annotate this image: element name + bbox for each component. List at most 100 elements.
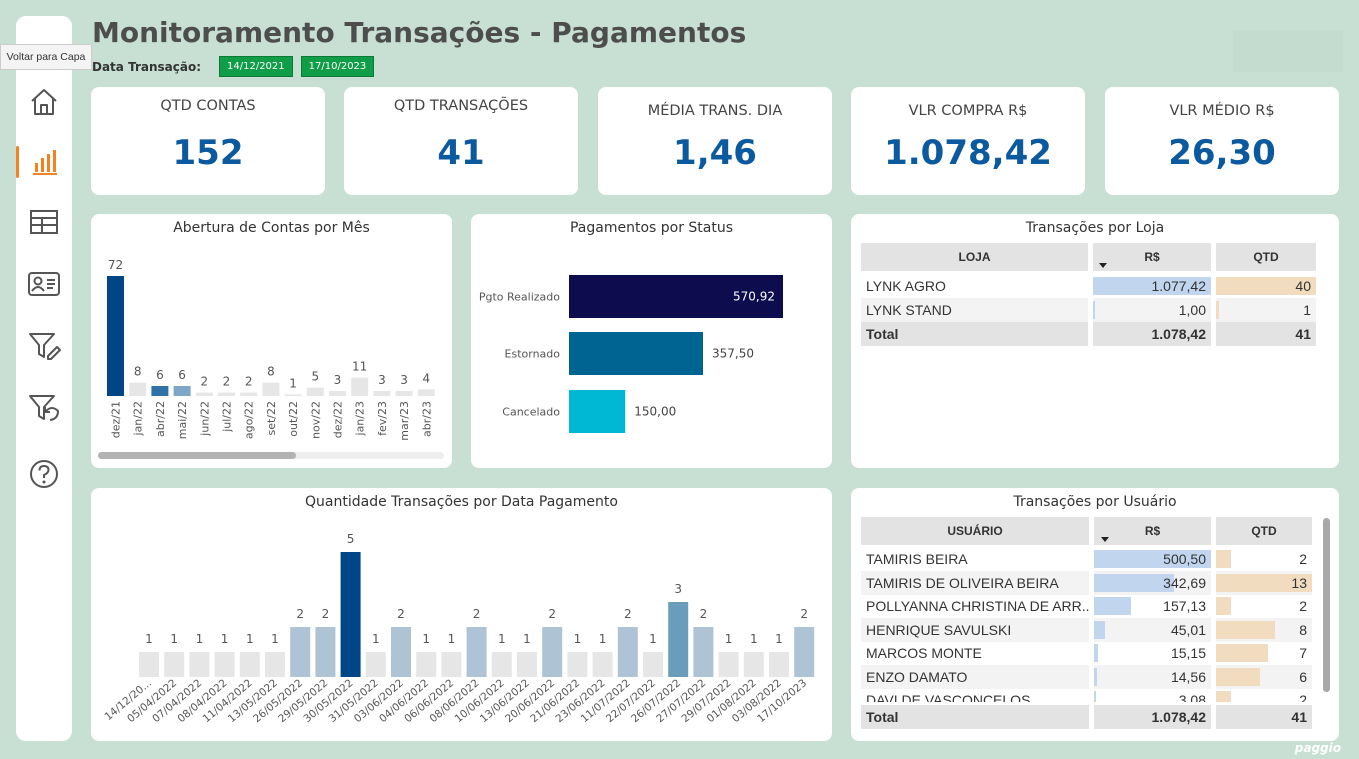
- tooltip: Voltar para Capa: [0, 44, 92, 70]
- chart-transacoes-data[interactable]: 114/12/20...105/04/2022107/04/2022108/04…: [91, 488, 832, 741]
- brand-logo: paggio: [1294, 741, 1341, 755]
- table-row[interactable]: POLLYANNA CHRISTINA DE ARR... 157,13 2: [861, 594, 1321, 618]
- table-row[interactable]: LYNK STAND 1,00 1: [861, 298, 1331, 322]
- cell-name-text: HENRIQUE SAVULSKI: [866, 621, 1012, 638]
- table-row[interactable]: MARCOS MONTE 15,15 7: [861, 641, 1321, 665]
- bar: [262, 382, 280, 396]
- table-row[interactable]: DAVI DE VASCONCELOS 3,08 2: [861, 688, 1321, 702]
- data-label: 3: [334, 373, 342, 387]
- nav-help-button[interactable]: [16, 452, 72, 496]
- total-qtd: 41: [1216, 705, 1312, 729]
- sort-desc-icon[interactable]: [1099, 263, 1107, 269]
- header-qtd[interactable]: QTD: [1216, 243, 1316, 271]
- date-filter: Data Transação: 14/12/2021 17/10/2023: [92, 56, 375, 77]
- bar: [315, 627, 336, 677]
- cell-valor-text: 3,08: [1178, 692, 1206, 702]
- chart-abertura-contas[interactable]: 72 dez/21 8 jan/22 6 abr/22 6 mai/22 2 jun/22 2 jul…: [91, 214, 452, 468]
- cell-name-text: LYNK AGRO: [866, 278, 946, 294]
- horizontal-scrollbar[interactable]: [98, 452, 444, 459]
- tick-label: mai/22: [176, 401, 189, 439]
- table-total-row: Total 1.078,42 41: [861, 705, 1321, 729]
- tick-label: set/22: [265, 401, 278, 436]
- cell-name-text: MARCOS MONTE: [866, 645, 982, 661]
- scrollbar-thumb[interactable]: [1323, 518, 1330, 692]
- sort-desc-icon[interactable]: [1101, 537, 1109, 543]
- bar: [743, 652, 764, 677]
- bar: [617, 627, 638, 677]
- vertical-scrollbar[interactable]: [1323, 518, 1330, 692]
- table-row[interactable]: LYNK AGRO 1.077,42 40: [861, 274, 1331, 298]
- table-row[interactable]: TAMIRIS DE OLIVEIRA BEIRA 342,69 13: [861, 570, 1321, 595]
- nav-users-button[interactable]: [16, 262, 72, 306]
- data-bar: [1216, 644, 1268, 662]
- date-start-chip[interactable]: 14/12/2021: [219, 56, 293, 77]
- data-label: 1: [221, 632, 229, 646]
- bar: [365, 652, 386, 677]
- total-label: Total: [861, 322, 1088, 346]
- filter-edit-icon: [29, 333, 61, 360]
- cell-qtd-text: 1: [1303, 302, 1311, 318]
- data-label: 570,92: [733, 290, 775, 304]
- cell-qtd-text: 2: [1299, 692, 1307, 702]
- panel-title: Transações por Loja: [1025, 220, 1165, 236]
- bar: [569, 390, 626, 433]
- panel-transacoes-usuario: Transações por Usuário USUÁRIO R$ QTD TA…: [851, 488, 1339, 741]
- date-end-chip[interactable]: 17/10/2023: [300, 56, 375, 77]
- sidebar: [16, 16, 72, 741]
- header-valor[interactable]: R$: [1093, 243, 1211, 271]
- scrollbar-thumb[interactable]: [98, 452, 296, 459]
- bar: [391, 627, 411, 677]
- header-qtd[interactable]: QTD: [1216, 517, 1312, 545]
- cell-name: HENRIQUE SAVULSKI: [861, 617, 1089, 642]
- cell-name: MARCOS MONTE: [861, 641, 1089, 665]
- table-row[interactable]: TAMIRIS BEIRA 500,50 2: [861, 547, 1321, 571]
- filter-reset-icon: [29, 395, 59, 421]
- data-label: 3: [674, 582, 682, 596]
- cell-name-text: LYNK STAND: [866, 302, 952, 318]
- data-label: 1: [725, 632, 733, 646]
- data-label: 6: [156, 368, 164, 382]
- chart-pagamentos-status[interactable]: Pgto Realizado 570,92 Estornado 357,50 Cance…: [471, 214, 832, 468]
- cell-valor-text: 500,50: [1163, 551, 1206, 567]
- data-bar: [1093, 301, 1095, 319]
- data-label: 2: [473, 607, 481, 621]
- nav-home-button[interactable]: [16, 80, 72, 124]
- table-row[interactable]: ENZO DAMATO 14,56 6: [861, 664, 1321, 689]
- cell-valor-text: 1,00: [1178, 302, 1206, 318]
- data-label: 1: [775, 632, 783, 646]
- nav-filter-reset-button[interactable]: [16, 386, 72, 430]
- panel-title: Quantidade Transações por Data Pagamento: [305, 494, 618, 510]
- tick-label: out/22: [287, 401, 300, 437]
- header-usuario[interactable]: USUÁRIO: [861, 517, 1089, 545]
- nav-dashboard-button[interactable]: [16, 140, 72, 184]
- cell-qtd-text: 40: [1295, 278, 1311, 294]
- cell-qtd-text: 2: [1299, 598, 1307, 614]
- data-bar: [1216, 573, 1312, 592]
- bar: [668, 602, 689, 677]
- cell-valor: 3,08: [1094, 688, 1211, 702]
- total-qtd-text: 41: [1295, 326, 1311, 342]
- bar: [340, 552, 361, 677]
- kpi-label: MÉDIA TRANS. DIA: [647, 103, 783, 119]
- nav-filter-edit-button[interactable]: [16, 324, 72, 368]
- header-loja[interactable]: LOJA: [861, 243, 1088, 271]
- bar: [173, 386, 191, 396]
- tick-label: jul/22: [221, 401, 234, 433]
- kpi-value: 152: [172, 133, 244, 173]
- total-valor: 1.078,42: [1094, 705, 1211, 729]
- data-label: 357,50: [712, 347, 754, 361]
- data-label: 1: [523, 632, 531, 646]
- data-label: 1: [170, 632, 178, 646]
- cell-name-text: TAMIRIS DE OLIVEIRA BEIRA: [866, 574, 1059, 591]
- cell-valor-text: 15,15: [1170, 645, 1206, 661]
- cell-valor-text: 342,69: [1163, 574, 1206, 591]
- header-placeholder: [1233, 30, 1343, 72]
- data-bar: [1216, 550, 1231, 568]
- tick-label: fev/23: [376, 401, 389, 436]
- nav-table-button[interactable]: [16, 200, 72, 244]
- table-row[interactable]: HENRIQUE SAVULSKI 45,01 8: [861, 617, 1321, 642]
- kpi-card-vlr-compra: VLR COMPRA R$ 1.078,42: [851, 87, 1085, 195]
- data-label: 1: [246, 632, 254, 646]
- bar: [491, 652, 512, 677]
- header-valor[interactable]: R$: [1094, 517, 1211, 545]
